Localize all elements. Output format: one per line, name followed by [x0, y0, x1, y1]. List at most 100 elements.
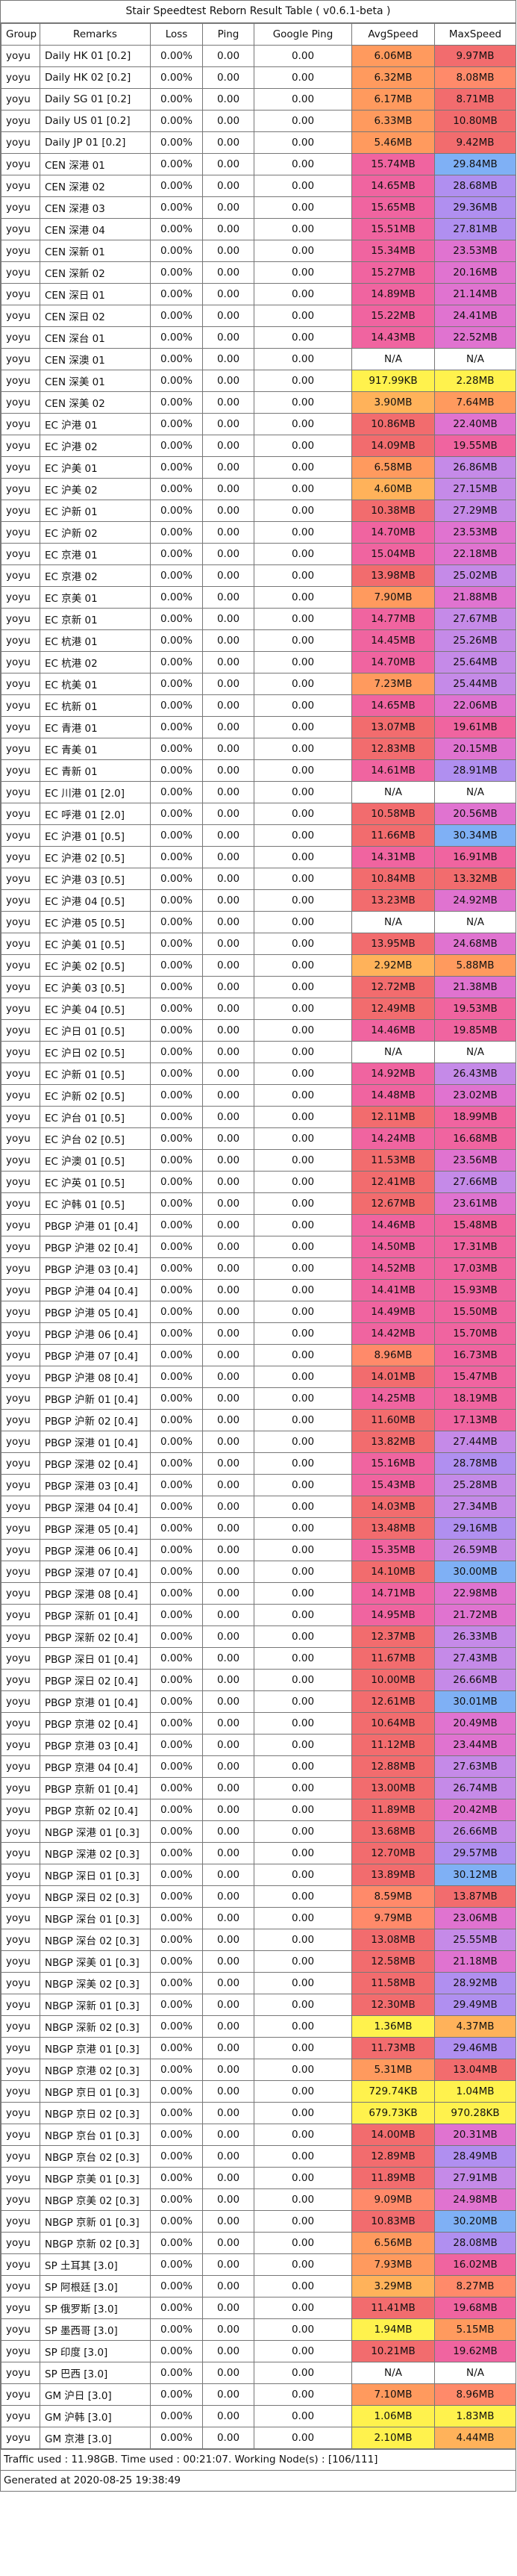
- cell-max-speed: 13.04MB: [434, 2059, 516, 2081]
- table-row: yoyu EC 沪日 02 [0.5] 0.00% 0.00 0.00 N/A N/A: [1, 1041, 516, 1063]
- cell-loss: 0.00%: [150, 348, 203, 370]
- cell-google-ping: 0.00: [254, 131, 352, 154]
- cell-remarks: EC 沪澳 01 [0.5]: [40, 1149, 151, 1172]
- cell-loss: 0.00%: [150, 781, 203, 803]
- cell-ping: 0.00: [202, 521, 254, 544]
- cell-group: yoyu: [1, 218, 40, 240]
- cell-loss: 0.00%: [150, 1474, 203, 1496]
- cell-google-ping: 0.00: [254, 1214, 352, 1236]
- cell-max-speed: 23.06MB: [434, 1907, 516, 1929]
- cell-ping: 0.00: [202, 2340, 254, 2362]
- cell-google-ping: 0.00: [254, 673, 352, 695]
- cell-google-ping: 0.00: [254, 998, 352, 1020]
- cell-remarks: GM 沪韩 [3.0]: [40, 2405, 151, 2427]
- cell-loss: 0.00%: [150, 1041, 203, 1063]
- cell-google-ping: 0.00: [254, 2210, 352, 2233]
- cell-max-speed: 16.91MB: [434, 846, 516, 868]
- cell-max-speed: 18.99MB: [434, 1106, 516, 1128]
- table-row: yoyu Daily SG 01 [0.2] 0.00% 0.00 0.00 6.17MB…: [1, 88, 516, 111]
- cell-remarks: EC 沪日 01 [0.5]: [40, 1019, 151, 1042]
- cell-remarks: EC 京港 02: [40, 564, 151, 587]
- cell-avg-speed: N/A: [351, 781, 435, 803]
- cell-loss: 0.00%: [150, 1604, 203, 1626]
- cell-google-ping: 0.00: [254, 1409, 352, 1431]
- cell-avg-speed: 10.84MB: [351, 868, 435, 890]
- table-row: yoyu NBGP 京台 01 [0.3] 0.00% 0.00 0.00 14.00MB…: [1, 2124, 516, 2146]
- cell-max-speed: 21.88MB: [434, 586, 516, 609]
- cell-remarks: CEN 深美 02: [40, 391, 151, 414]
- cell-loss: 0.00%: [150, 1690, 203, 1713]
- cell-group: yoyu: [1, 2383, 40, 2406]
- cell-loss: 0.00%: [150, 131, 203, 154]
- cell-group: yoyu: [1, 1322, 40, 1345]
- cell-loss: 0.00%: [150, 413, 203, 435]
- cell-google-ping: 0.00: [254, 305, 352, 327]
- cell-loss: 0.00%: [150, 1994, 203, 2016]
- table-row: yoyu EC 沪台 01 [0.5] 0.00% 0.00 0.00 12.11MB 18…: [1, 1106, 516, 1128]
- cell-ping: 0.00: [202, 1452, 254, 1475]
- cell-remarks: NBGP 深日 01 [0.3]: [40, 1864, 151, 1886]
- cell-group: yoyu: [1, 1236, 40, 1258]
- cell-max-speed: 27.15MB: [434, 478, 516, 500]
- cell-avg-speed: 14.24MB: [351, 1127, 435, 1150]
- table-row: yoyu EC 沪澳 01 [0.5] 0.00% 0.00 0.00 11.53MB 23…: [1, 1149, 516, 1172]
- cell-ping: 0.00: [202, 2015, 254, 2038]
- cell-google-ping: 0.00: [254, 564, 352, 587]
- cell-remarks: NBGP 京美 01 [0.3]: [40, 2167, 151, 2189]
- cell-group: yoyu: [1, 1127, 40, 1150]
- cell-google-ping: 0.00: [254, 933, 352, 955]
- cell-remarks: NBGP 京新 01 [0.3]: [40, 2210, 151, 2233]
- cell-avg-speed: 8.59MB: [351, 1885, 435, 1908]
- cell-avg-speed: 11.12MB: [351, 1734, 435, 1756]
- cell-google-ping: 0.00: [254, 543, 352, 565]
- table-row: yoyu NBGP 深日 02 [0.3] 0.00% 0.00 0.00 8.59MB 1…: [1, 1885, 516, 1908]
- cell-remarks: NBGP 京港 02 [0.3]: [40, 2059, 151, 2081]
- cell-google-ping: 0.00: [254, 1885, 352, 1908]
- cell-ping: 0.00: [202, 1604, 254, 1626]
- cell-group: yoyu: [1, 954, 40, 977]
- header-max-speed: MaxSpeed: [434, 23, 516, 46]
- cell-ping: 0.00: [202, 564, 254, 587]
- cell-loss: 0.00%: [150, 608, 203, 630]
- cell-google-ping: 0.00: [254, 218, 352, 240]
- cell-ping: 0.00: [202, 1387, 254, 1410]
- cell-google-ping: 0.00: [254, 1236, 352, 1258]
- cell-max-speed: 15.93MB: [434, 1279, 516, 1301]
- cell-loss: 0.00%: [150, 759, 203, 782]
- cell-group: yoyu: [1, 1366, 40, 1388]
- cell-loss: 0.00%: [150, 2059, 203, 2081]
- cell-remarks: Daily SG 01 [0.2]: [40, 88, 151, 111]
- cell-remarks: EC 沪港 02: [40, 435, 151, 457]
- cell-google-ping: 0.00: [254, 1257, 352, 1280]
- cell-avg-speed: N/A: [351, 2362, 435, 2384]
- cell-google-ping: 0.00: [254, 1019, 352, 1042]
- table-row: yoyu NBGP 深港 01 [0.3] 0.00% 0.00 0.00 13.68MB…: [1, 1820, 516, 1843]
- cell-loss: 0.00%: [150, 1625, 203, 1648]
- cell-remarks: CEN 深港 01: [40, 153, 151, 175]
- cell-remarks: EC 沪新 01 [0.5]: [40, 1063, 151, 1085]
- cell-group: yoyu: [1, 1106, 40, 1128]
- cell-google-ping: 0.00: [254, 2059, 352, 2081]
- cell-avg-speed: 729.74KB: [351, 2080, 435, 2103]
- cell-google-ping: 0.00: [254, 1972, 352, 1994]
- cell-max-speed: 28.08MB: [434, 2232, 516, 2254]
- cell-group: yoyu: [1, 1690, 40, 1713]
- cell-remarks: EC 青港 01: [40, 716, 151, 738]
- cell-google-ping: 0.00: [254, 45, 352, 67]
- cell-max-speed: 27.63MB: [434, 1755, 516, 1778]
- cell-ping: 0.00: [202, 651, 254, 673]
- cell-avg-speed: 12.37MB: [351, 1625, 435, 1648]
- cell-ping: 0.00: [202, 1366, 254, 1388]
- cell-remarks: PBGP 京港 04 [0.4]: [40, 1755, 151, 1778]
- cell-avg-speed: 12.70MB: [351, 1842, 435, 1864]
- cell-loss: 0.00%: [150, 1063, 203, 1085]
- cell-loss: 0.00%: [150, 2210, 203, 2233]
- cell-group: yoyu: [1, 2253, 40, 2276]
- table-row: yoyu EC 沪英 01 [0.5] 0.00% 0.00 0.00 12.41MB 27…: [1, 1171, 516, 1193]
- cell-max-speed: 20.31MB: [434, 2124, 516, 2146]
- cell-max-speed: N/A: [434, 348, 516, 370]
- cell-ping: 0.00: [202, 2167, 254, 2189]
- cell-remarks: PBGP 沪港 06 [0.4]: [40, 1322, 151, 1345]
- cell-google-ping: 0.00: [254, 521, 352, 544]
- table-row: yoyu PBGP 京港 04 [0.4] 0.00% 0.00 0.00 12.88MB…: [1, 1755, 516, 1778]
